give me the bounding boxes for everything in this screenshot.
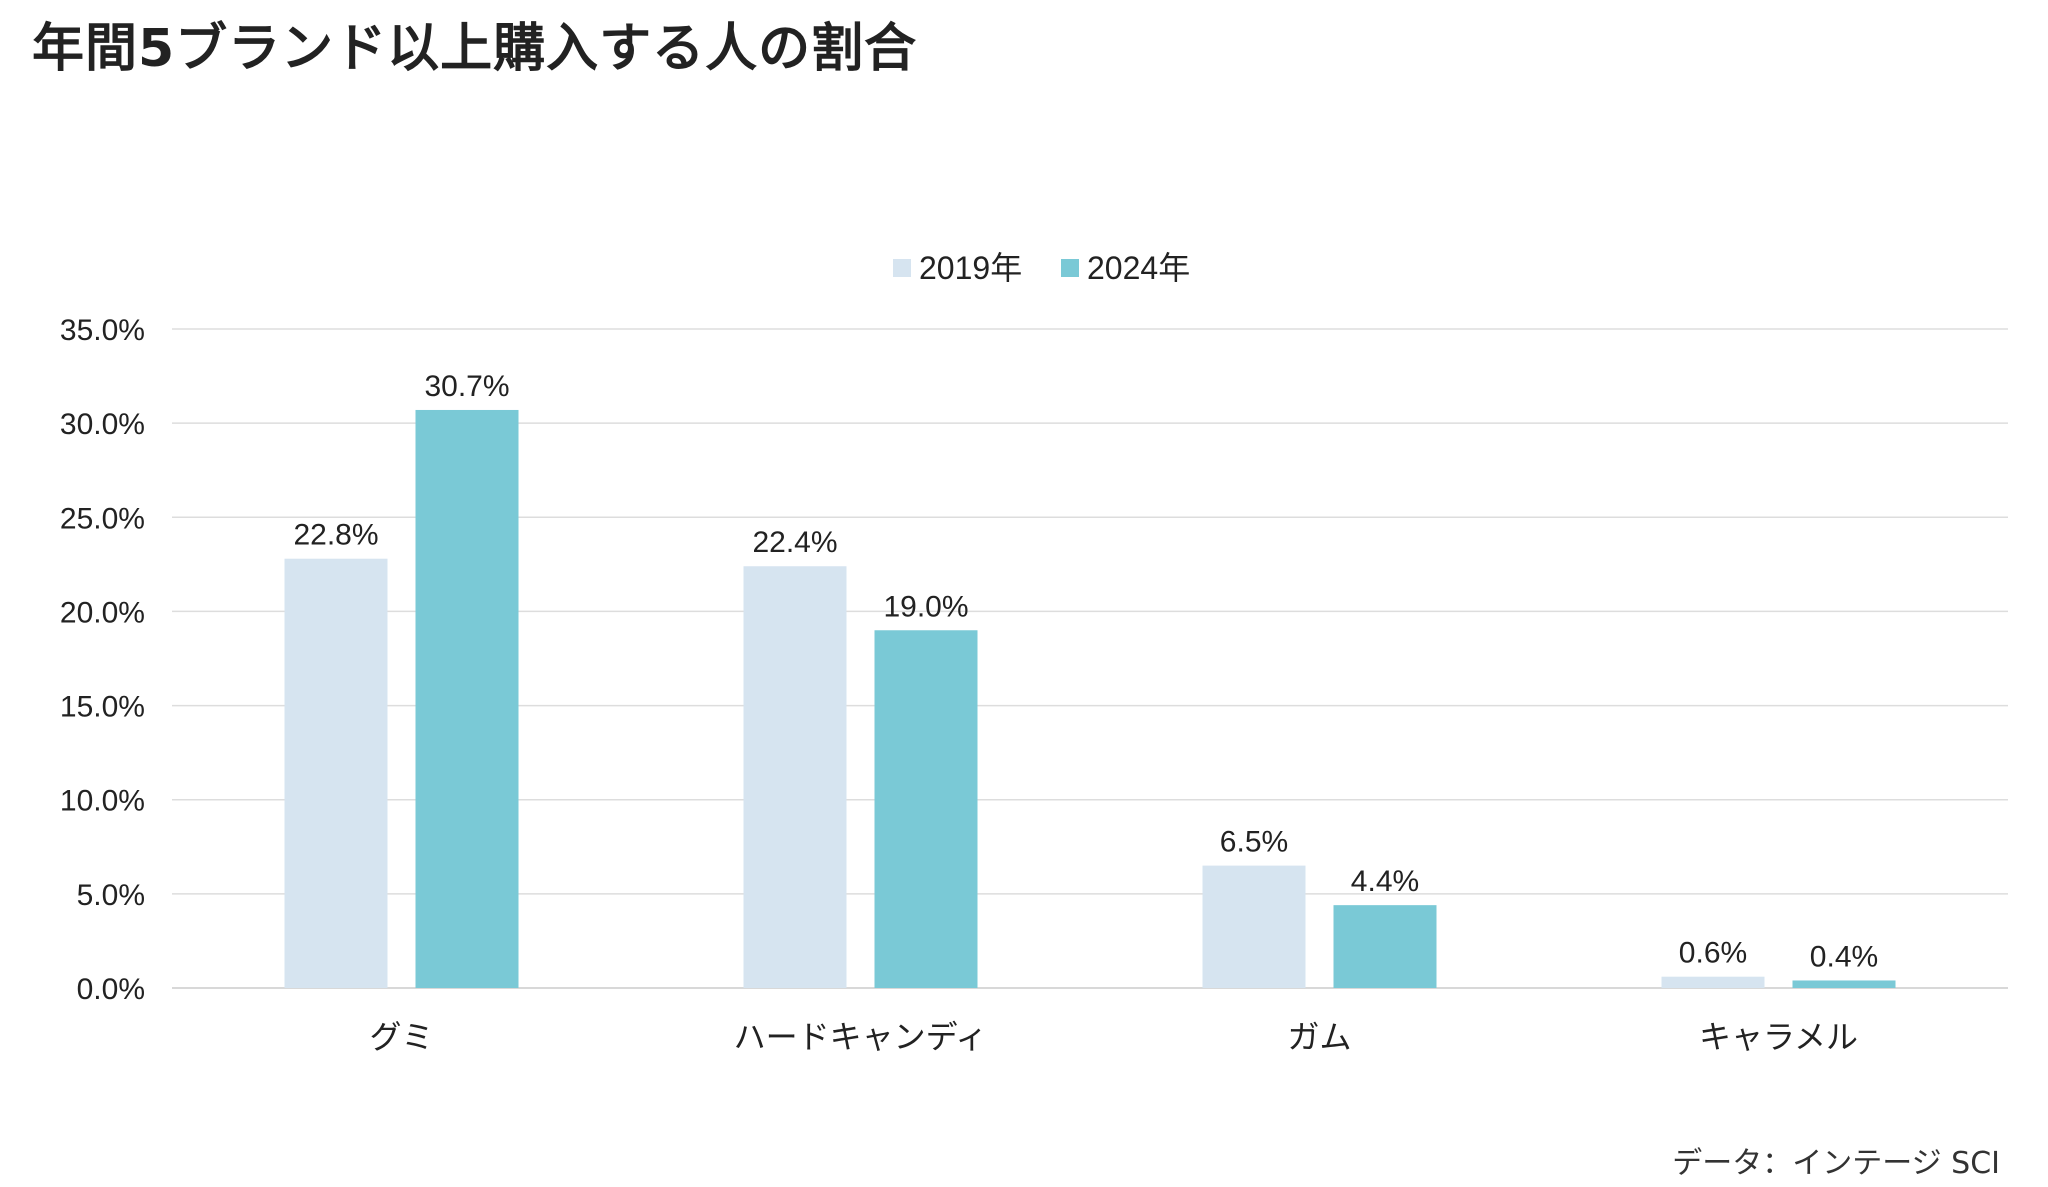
data-labels: 22.8% 30.7% 22.4% 19.0% 6.5% 4.4% 0.6% 0.4%	[293, 370, 1878, 974]
x-tick-label: キャラメル	[1699, 1019, 1858, 1055]
legend-label: 2024年	[1087, 250, 1190, 286]
legend-swatch	[893, 259, 911, 277]
bar-2024	[415, 409, 519, 988]
chart-title: 年間5ブランド以上購入する人の割合	[32, 19, 918, 79]
y-tick-label: 0.0%	[77, 973, 145, 1006]
x-tick-label: ガム	[1287, 1019, 1351, 1055]
bar-2024	[1792, 980, 1896, 988]
y-tick-label: 30.0%	[60, 408, 145, 441]
y-tick-label: 5.0%	[77, 879, 145, 912]
bar-2019	[1661, 976, 1765, 988]
data-label: 30.7%	[424, 370, 509, 403]
data-label: 6.5%	[1220, 826, 1288, 859]
y-tick-label: 20.0%	[60, 596, 145, 629]
source-note: データ：インテージ SCI	[1672, 1146, 2000, 1181]
x-axis-ticks: グミ ハードキャンディ ガム キャラメル	[369, 1019, 1858, 1055]
y-tick-label: 35.0%	[60, 314, 145, 347]
data-label: 19.0%	[883, 590, 968, 623]
data-label: 4.4%	[1351, 865, 1419, 898]
data-label: 0.4%	[1810, 940, 1878, 973]
y-tick-label: 15.0%	[60, 691, 145, 724]
y-tick-label: 25.0%	[60, 502, 145, 535]
data-label: 0.6%	[1679, 937, 1747, 970]
y-axis-ticks: 0.0% 5.0% 10.0% 15.0% 20.0% 25.0% 30.0% 35.0%	[60, 314, 145, 1006]
bar-2024	[1333, 905, 1437, 988]
y-tick-label: 10.0%	[60, 785, 145, 818]
bar-2024	[874, 630, 978, 988]
data-label: 22.8%	[293, 519, 378, 552]
bar-2019	[1202, 865, 1306, 988]
bars	[284, 409, 1896, 988]
x-tick-label: ハードキャンディ	[734, 1019, 988, 1055]
legend: 2019年 2024年	[893, 250, 1190, 286]
legend-label: 2019年	[919, 250, 1022, 286]
bar-2019	[284, 558, 388, 988]
x-tick-label: グミ	[369, 1019, 433, 1055]
legend-swatch	[1061, 259, 1079, 277]
bar-2019	[743, 566, 847, 988]
data-label: 22.4%	[752, 526, 837, 559]
